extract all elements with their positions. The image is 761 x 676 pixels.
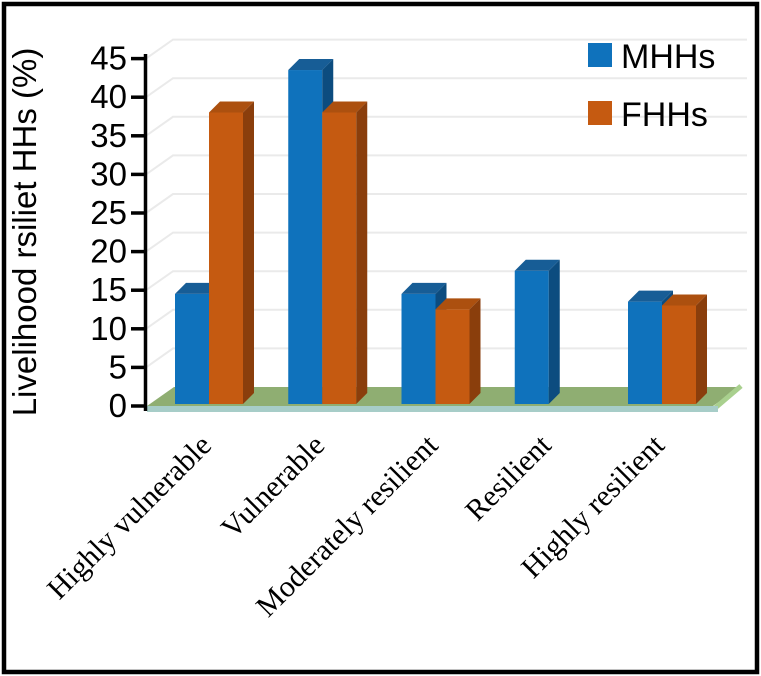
bar-top-face	[288, 59, 334, 71]
bar-top-face	[209, 101, 254, 113]
gridline	[145, 231, 747, 253]
bar-side-face	[469, 298, 481, 404]
bar-top-face	[662, 294, 707, 306]
bar-side-face	[356, 101, 368, 404]
bar-side-face	[696, 294, 707, 404]
y-tick-label: 0	[109, 387, 127, 424]
y-tick-label: 10	[90, 310, 127, 347]
bar-top-face	[322, 101, 368, 113]
y-axis	[131, 54, 148, 411]
gridline	[145, 154, 747, 176]
bar-front-face	[175, 293, 209, 404]
y-tick-label: 20	[90, 233, 127, 270]
category-label: Vulnerable	[215, 429, 331, 545]
y-tick-label: 15	[90, 271, 127, 308]
gridline	[145, 115, 747, 137]
gridline	[145, 38, 747, 60]
bar-top-face	[628, 290, 673, 302]
bar-front-face	[401, 293, 436, 404]
bar-top-face	[514, 259, 560, 271]
bar-front-face	[435, 309, 470, 404]
bar-front-face	[209, 112, 243, 404]
y-tick-label: 45	[90, 40, 127, 77]
category-label: Highly vulnerable	[41, 429, 218, 606]
bar-front-face	[628, 301, 662, 404]
gridline	[145, 193, 747, 214]
bar-front-face	[322, 112, 357, 404]
bars	[175, 59, 707, 404]
floor-right-edge	[712, 384, 743, 411]
y-tick-label: 25	[90, 194, 127, 231]
legend-swatch-mhhs	[588, 43, 612, 67]
bar-side-face	[548, 259, 560, 404]
bar-fhhs-0	[209, 101, 254, 404]
y-tick-label: 35	[90, 117, 127, 154]
bar-top-face	[401, 282, 447, 294]
bar-front-face	[662, 305, 696, 404]
bar-front-face	[514, 270, 549, 404]
bar-front-face	[288, 70, 323, 404]
bar-top-face	[435, 298, 481, 310]
y-tick-label: 5	[109, 348, 127, 385]
category-label: Resilient	[459, 428, 558, 527]
bar-fhhs-4	[662, 294, 707, 404]
bar-mhhs-3	[514, 259, 560, 404]
y-tick-label: 40	[90, 78, 127, 115]
bar-top-face	[175, 282, 220, 294]
y-axis-title: Livelihood rsiliet HHs (%)	[6, 48, 43, 417]
bar-side-face	[243, 101, 254, 404]
bar-fhhs-2	[435, 298, 481, 404]
legend-label-fhhs: FHHs	[621, 96, 708, 134]
legend-swatch-fhhs	[588, 101, 612, 125]
y-tick-label: 30	[90, 155, 127, 192]
legend: MHHs FHHs	[588, 38, 715, 134]
bar-fhhs-1	[322, 101, 368, 404]
gridlines	[145, 38, 747, 369]
gridline	[145, 77, 747, 99]
floor-front-strip	[147, 406, 718, 412]
legend-label-mhhs: MHHs	[621, 38, 715, 76]
